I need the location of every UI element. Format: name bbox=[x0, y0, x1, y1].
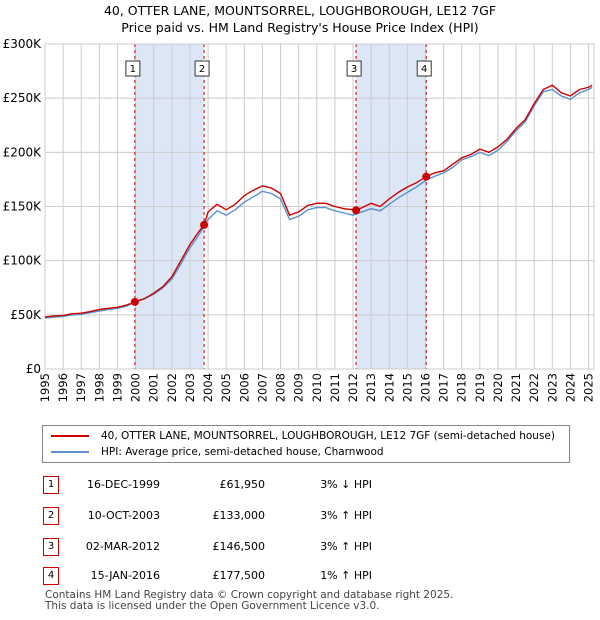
property-price-line bbox=[44, 84, 593, 318]
legend-item-property: 40, OTTER LANE, MOUNTSORREL, LOUGHBOROUG… bbox=[51, 428, 555, 444]
x-tick-label: 2011 bbox=[328, 373, 342, 402]
x-tick-label: 2008 bbox=[274, 373, 288, 402]
footer-line-1: Contains HM Land Registry data © Crown c… bbox=[45, 589, 454, 601]
sale-label: 1 bbox=[130, 64, 136, 75]
x-tick-label: 2018 bbox=[455, 373, 469, 402]
x-tick-label: 1995 bbox=[38, 373, 52, 402]
price-chart: £0 £50K £100K £150K £200K £250K £300K 1995 1996 1… bbox=[3, 37, 596, 402]
transaction-price: £177,500 bbox=[212, 569, 266, 582]
x-tick-label: 2016 bbox=[418, 373, 432, 402]
x-tick-label: 2025 bbox=[582, 373, 596, 402]
sale-label: 4 bbox=[421, 64, 427, 75]
footer-line-2: This data is licensed under the Open Gov… bbox=[45, 600, 380, 612]
legend-swatch-hpi bbox=[51, 451, 89, 453]
x-tick-label: 2014 bbox=[382, 373, 396, 402]
plot-frame bbox=[44, 43, 595, 370]
y-tick-label: £0 bbox=[26, 362, 41, 376]
transaction-row: 4 15-JAN-2016 £177,500 1% ↑ HPI bbox=[0, 567, 600, 587]
y-tick-label: £50K bbox=[10, 308, 42, 322]
x-tick-label: 2022 bbox=[527, 373, 541, 402]
transaction-date: 02-MAR-2012 bbox=[85, 540, 160, 553]
sale-point bbox=[422, 172, 431, 181]
legend-swatch-property bbox=[51, 435, 89, 437]
sale-label-box bbox=[346, 60, 362, 77]
y-tick-label: £200K bbox=[3, 145, 43, 159]
sale-label-box bbox=[125, 60, 141, 77]
transaction-number-badge: 1 bbox=[43, 476, 59, 494]
sale-point bbox=[200, 220, 209, 229]
x-tick-label: 2001 bbox=[147, 373, 161, 402]
transaction-row: 1 16-DEC-1999 £61,950 3% ↓ HPI bbox=[0, 476, 600, 496]
transaction-price: £146,500 bbox=[212, 540, 266, 553]
sale-label: 3 bbox=[351, 64, 357, 75]
x-tick-label: 2012 bbox=[346, 373, 360, 402]
y-tick-label: £300K bbox=[3, 37, 43, 51]
x-tick-label: 1996 bbox=[56, 373, 70, 402]
x-tick-label: 1997 bbox=[74, 373, 88, 402]
transaction-row: 3 02-MAR-2012 £146,500 3% ↑ HPI bbox=[0, 538, 600, 558]
x-tick-label: 2009 bbox=[292, 373, 306, 402]
x-tick-label: 2007 bbox=[255, 373, 269, 402]
x-tick-label: 2017 bbox=[437, 373, 451, 402]
sale-label-box bbox=[416, 60, 432, 77]
x-tick-label: 2020 bbox=[491, 373, 505, 402]
footer-attribution: Contains HM Land Registry data © Crown c… bbox=[45, 590, 453, 612]
transaction-number-badge: 3 bbox=[43, 538, 59, 556]
sale-label: 2 bbox=[199, 64, 205, 75]
transaction-number-badge: 4 bbox=[43, 567, 59, 585]
x-tick-label: 2004 bbox=[201, 373, 215, 402]
chart-title: 40, OTTER LANE, MOUNTSORREL, LOUGHBOROUG… bbox=[0, 2, 600, 36]
y-tick-label: £100K bbox=[3, 254, 43, 268]
x-tick-label: 2023 bbox=[545, 373, 559, 402]
title-line-2: Price paid vs. HM Land Registry's House … bbox=[121, 20, 479, 35]
transaction-date: 15-JAN-2016 bbox=[90, 569, 160, 582]
sale-point bbox=[130, 297, 139, 306]
legend-item-hpi: HPI: Average price, semi-detached house,… bbox=[51, 444, 384, 460]
transaction-hpi-change: 1% ↑ HPI bbox=[320, 569, 372, 582]
x-tick-label: 2005 bbox=[219, 373, 233, 402]
y-tick-label: £150K bbox=[3, 200, 43, 214]
x-tick-label: 2006 bbox=[237, 373, 251, 402]
x-tick-label: 2002 bbox=[165, 373, 179, 402]
x-tick-label: 2015 bbox=[400, 373, 414, 402]
x-tick-label: 2021 bbox=[509, 373, 523, 402]
x-tick-label: 2024 bbox=[563, 373, 577, 402]
x-tick-label: 1998 bbox=[92, 373, 106, 402]
transaction-price: £133,000 bbox=[212, 509, 266, 522]
x-tick-label: 2003 bbox=[183, 373, 197, 402]
transaction-row: 2 10-OCT-2003 £133,000 3% ↑ HPI bbox=[0, 507, 600, 527]
title-line-1: 40, OTTER LANE, MOUNTSORREL, LOUGHBOROUG… bbox=[103, 3, 497, 18]
x-tick-label: 2000 bbox=[129, 373, 143, 402]
transaction-number-badge: 2 bbox=[43, 507, 59, 525]
x-tick-label: 1999 bbox=[110, 373, 124, 402]
legend: 40, OTTER LANE, MOUNTSORREL, LOUGHBOROUG… bbox=[42, 425, 570, 463]
legend-label-hpi: HPI: Average price, semi-detached house,… bbox=[101, 446, 384, 458]
transaction-hpi-change: 3% ↑ HPI bbox=[320, 540, 372, 553]
legend-label-property: 40, OTTER LANE, MOUNTSORREL, LOUGHBOROUG… bbox=[101, 430, 555, 442]
transaction-price: £61,950 bbox=[219, 478, 266, 491]
sale-point bbox=[352, 206, 361, 215]
y-tick-label: £250K bbox=[3, 91, 43, 105]
transaction-date: 10-OCT-2003 bbox=[87, 509, 160, 522]
transaction-hpi-change: 3% ↓ HPI bbox=[320, 478, 372, 491]
transaction-hpi-change: 3% ↑ HPI bbox=[320, 509, 372, 522]
x-tick-label: 2013 bbox=[364, 373, 378, 402]
sale-label-box bbox=[194, 60, 210, 77]
x-tick-label: 2019 bbox=[473, 373, 487, 402]
x-tick-label: 2010 bbox=[310, 373, 324, 402]
transaction-date: 16-DEC-1999 bbox=[86, 478, 160, 491]
